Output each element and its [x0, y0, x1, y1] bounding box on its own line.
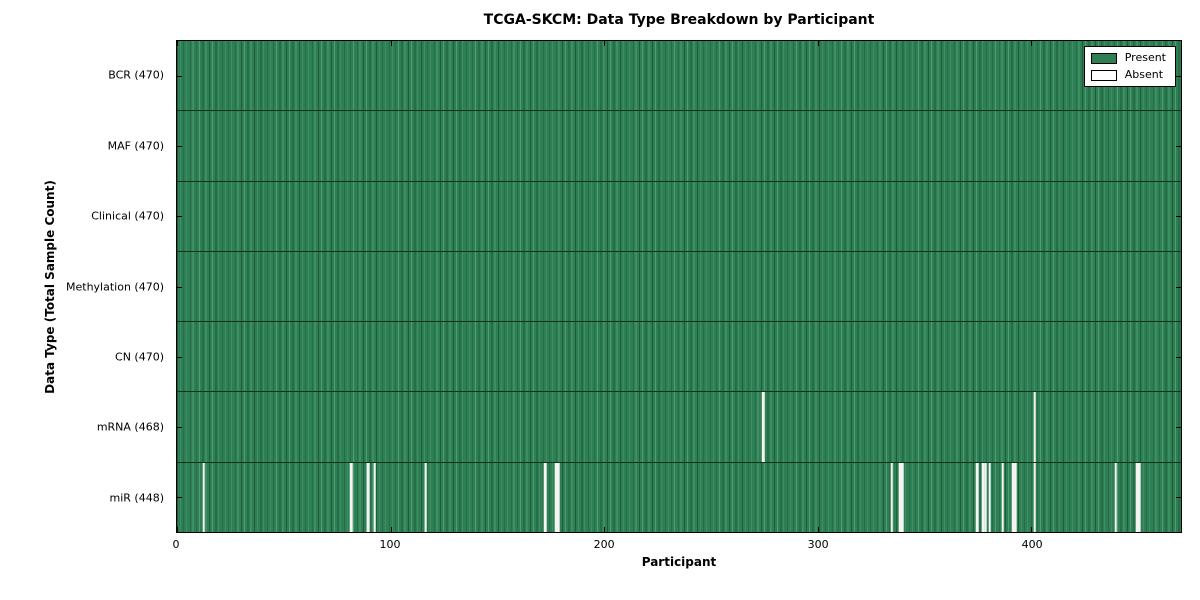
x-tick-mark — [390, 41, 392, 46]
y-tick-mark — [177, 496, 182, 498]
legend-item-absent: Absent — [1090, 68, 1166, 81]
absent-marker — [202, 462, 205, 532]
y-tick-mark — [1176, 356, 1181, 358]
x-tick-mark — [817, 41, 819, 46]
legend-swatch-present — [1090, 52, 1117, 64]
y-tick-label: BCR (470) — [108, 68, 164, 82]
x-tick-mark — [1031, 527, 1033, 532]
legend-item-present: Present — [1090, 51, 1166, 64]
heatmap-rows — [177, 41, 1181, 532]
y-tick-mark — [1176, 216, 1181, 218]
legend-swatch-absent — [1090, 69, 1117, 81]
x-tick-label: 300 — [807, 538, 829, 551]
absent-marker — [988, 462, 992, 532]
row-clinical — [177, 180, 1181, 251]
y-tick-label: MAF (470) — [107, 139, 164, 153]
absent-marker — [1138, 462, 1141, 532]
y-tick-label: Methylation (470) — [66, 280, 164, 293]
y-tick-mark — [1176, 496, 1181, 498]
absent-marker — [554, 462, 558, 532]
x-tick-labels: 0 100 200 300 400 — [172, 538, 1182, 552]
absent-marker — [982, 462, 985, 532]
absent-marker — [1014, 462, 1017, 532]
chart-title: TCGA-SKCM: Data Type Breakdown by Partic… — [483, 12, 875, 28]
absent-marker — [424, 462, 428, 532]
row-mir — [177, 461, 1181, 532]
y-tick-mark — [1176, 426, 1181, 428]
y-tick-mark — [1176, 146, 1181, 148]
y-tick-mark — [177, 356, 182, 358]
absent-marker — [762, 392, 765, 462]
x-tick-label: 0 — [172, 538, 180, 551]
absent-marker — [373, 462, 376, 532]
absent-marker — [900, 462, 904, 532]
y-tick-mark — [1176, 286, 1181, 288]
x-tick-label: 100 — [379, 538, 401, 551]
x-tick-mark — [604, 527, 606, 532]
y-tick-mark — [177, 76, 182, 78]
y-tick-mark — [177, 286, 182, 288]
y-tick-labels: BCR (470) MAF (470) Clinical (470) Methylat… — [0, 40, 168, 533]
absent-marker — [975, 462, 979, 532]
y-tick-mark — [177, 146, 182, 148]
absent-marker — [1135, 462, 1139, 532]
plot-area: Present Absent — [176, 40, 1182, 533]
row-mrna — [177, 391, 1181, 462]
absent-marker — [984, 462, 987, 532]
row-maf — [177, 110, 1181, 181]
absent-marker — [1012, 462, 1015, 532]
legend: Present Absent — [1083, 46, 1176, 87]
y-tick-label: Clinical (470) — [91, 209, 164, 223]
x-axis-label: Participant — [641, 555, 717, 569]
y-tick-mark — [177, 426, 182, 428]
absent-marker — [557, 462, 560, 532]
y-tick-label: CN (470) — [115, 350, 164, 364]
absent-marker — [890, 462, 893, 532]
y-tick-mark — [1176, 76, 1181, 78]
row-cn — [177, 321, 1181, 392]
absent-marker — [544, 462, 547, 532]
legend-label-absent: Absent — [1124, 68, 1164, 81]
y-tick-label: miR (448) — [109, 491, 165, 505]
absent-marker — [1033, 462, 1036, 532]
x-tick-mark — [177, 41, 178, 46]
row-methylation — [177, 250, 1181, 322]
row-bcr — [177, 41, 1181, 111]
y-tick-label: mRNA (468) — [96, 420, 164, 434]
x-tick-label: 400 — [1021, 538, 1043, 551]
x-tick-mark — [604, 41, 606, 46]
absent-marker — [1114, 462, 1118, 532]
x-tick-mark — [390, 527, 392, 532]
absent-marker — [898, 462, 902, 532]
absent-marker — [366, 462, 370, 532]
x-tick-mark — [817, 527, 819, 532]
absent-marker — [1001, 462, 1004, 532]
y-tick-mark — [177, 216, 182, 218]
absent-marker — [349, 462, 353, 532]
x-tick-label: 200 — [593, 538, 615, 551]
x-tick-mark — [1031, 41, 1033, 46]
x-tick-mark — [177, 527, 178, 532]
legend-label-present: Present — [1124, 51, 1166, 64]
absent-marker — [1033, 392, 1036, 462]
